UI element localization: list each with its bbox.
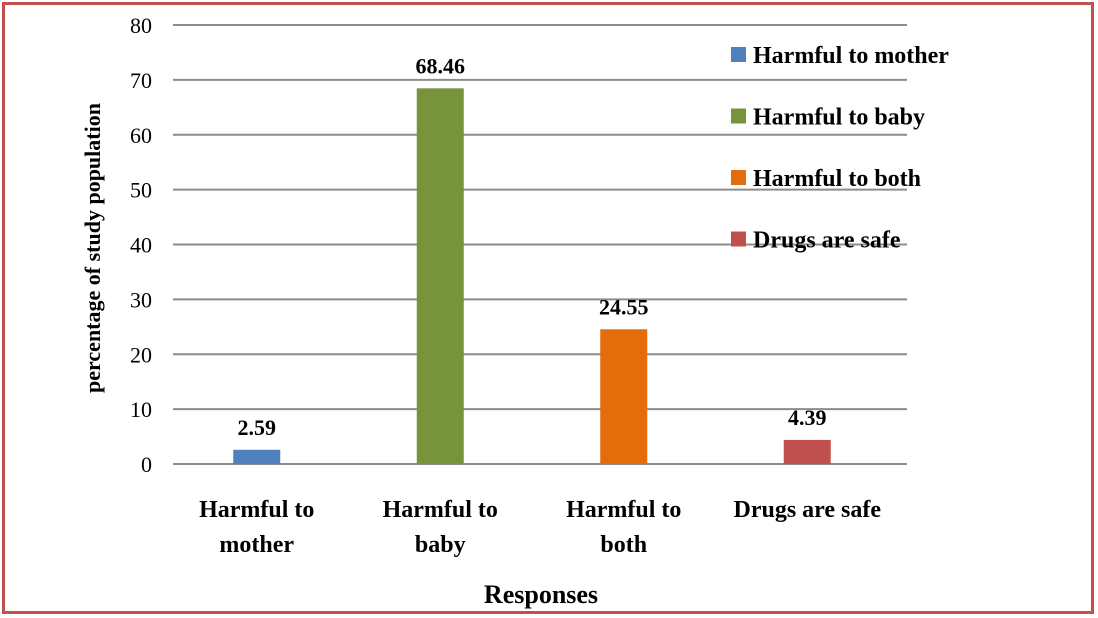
- y-tick-label: 20: [130, 342, 152, 367]
- legend-label: Drugs are safe: [753, 228, 901, 254]
- y-tick-label: 50: [130, 178, 152, 203]
- y-tick-label: 30: [130, 287, 152, 312]
- value-label: 4.39: [788, 405, 827, 430]
- x-tick-label: Harmful to: [383, 497, 498, 523]
- y-tick-label: 80: [130, 13, 152, 38]
- y-tick-labels: 0 10 20 30 40 50 60 70 80: [130, 13, 152, 477]
- legend: Harmful to mother Harmful to baby Harmful…: [731, 43, 949, 254]
- value-labels: 2.59 68.46 24.55 4.39: [238, 53, 827, 439]
- y-tick-label: 60: [130, 123, 152, 148]
- legend-label: Harmful to baby: [753, 105, 925, 131]
- x-tick-labels: Harmful to mother Harmful to baby Harmful to…: [199, 497, 881, 558]
- legend-swatch: [731, 47, 746, 62]
- x-tick-label: both: [600, 532, 647, 558]
- legend-swatch: [731, 108, 746, 124]
- bar: [233, 449, 281, 464]
- bar: [783, 439, 831, 464]
- x-tick-label: Harmful to: [199, 497, 314, 523]
- legend-swatch: [731, 170, 746, 185]
- value-label: 2.59: [238, 415, 277, 440]
- legend-label: Harmful to mother: [753, 43, 949, 69]
- y-axis-title: percentage of study population: [80, 103, 105, 393]
- y-tick-label: 0: [141, 452, 152, 477]
- y-tick-label: 70: [130, 68, 152, 93]
- bar: [416, 88, 464, 465]
- x-tick-label: Drugs are safe: [733, 497, 881, 523]
- y-tick-label: 40: [130, 233, 152, 258]
- bars: [233, 88, 831, 465]
- value-label: 68.46: [416, 53, 466, 78]
- value-label: 24.55: [599, 294, 649, 319]
- y-tick-label: 10: [130, 397, 152, 422]
- x-axis-title: Responses: [484, 580, 598, 609]
- legend-swatch: [731, 231, 746, 247]
- x-tick-label: Harmful to: [566, 497, 681, 523]
- x-tick-label: baby: [415, 532, 466, 558]
- legend-label: Harmful to both: [753, 166, 921, 192]
- bar: [600, 329, 648, 464]
- x-tick-label: mother: [219, 532, 294, 558]
